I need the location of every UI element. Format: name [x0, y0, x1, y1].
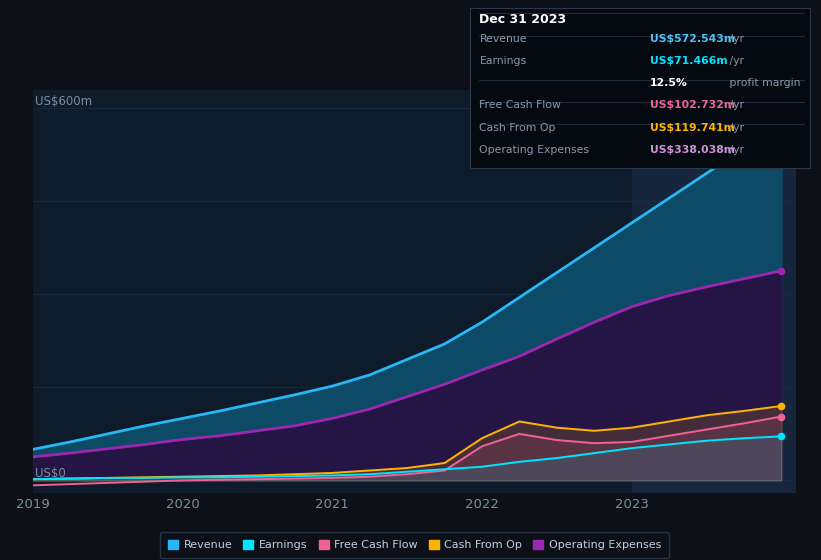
- Text: US$338.038m: US$338.038m: [650, 144, 736, 155]
- Text: Free Cash Flow: Free Cash Flow: [479, 100, 562, 110]
- Text: /yr: /yr: [726, 123, 744, 133]
- Text: US$0: US$0: [35, 468, 66, 480]
- Text: /yr: /yr: [726, 56, 744, 66]
- Text: Cash From Op: Cash From Op: [479, 123, 556, 133]
- Text: Earnings: Earnings: [479, 56, 526, 66]
- Text: US$71.466m: US$71.466m: [650, 56, 728, 66]
- Text: US$102.732m: US$102.732m: [650, 100, 736, 110]
- Text: /yr: /yr: [726, 34, 744, 44]
- Text: US$600m: US$600m: [35, 95, 92, 108]
- Text: Operating Expenses: Operating Expenses: [479, 144, 589, 155]
- Text: /yr: /yr: [726, 144, 744, 155]
- Text: Revenue: Revenue: [479, 34, 527, 44]
- Text: Dec 31 2023: Dec 31 2023: [479, 13, 566, 26]
- Text: 12.5%: 12.5%: [650, 78, 688, 88]
- Text: US$119.741m: US$119.741m: [650, 123, 735, 133]
- Text: /yr: /yr: [726, 100, 744, 110]
- Legend: Revenue, Earnings, Free Cash Flow, Cash From Op, Operating Expenses: Revenue, Earnings, Free Cash Flow, Cash …: [160, 532, 669, 558]
- Bar: [631, 90, 796, 493]
- Text: US$572.543m: US$572.543m: [650, 34, 736, 44]
- Text: profit margin: profit margin: [726, 78, 800, 88]
